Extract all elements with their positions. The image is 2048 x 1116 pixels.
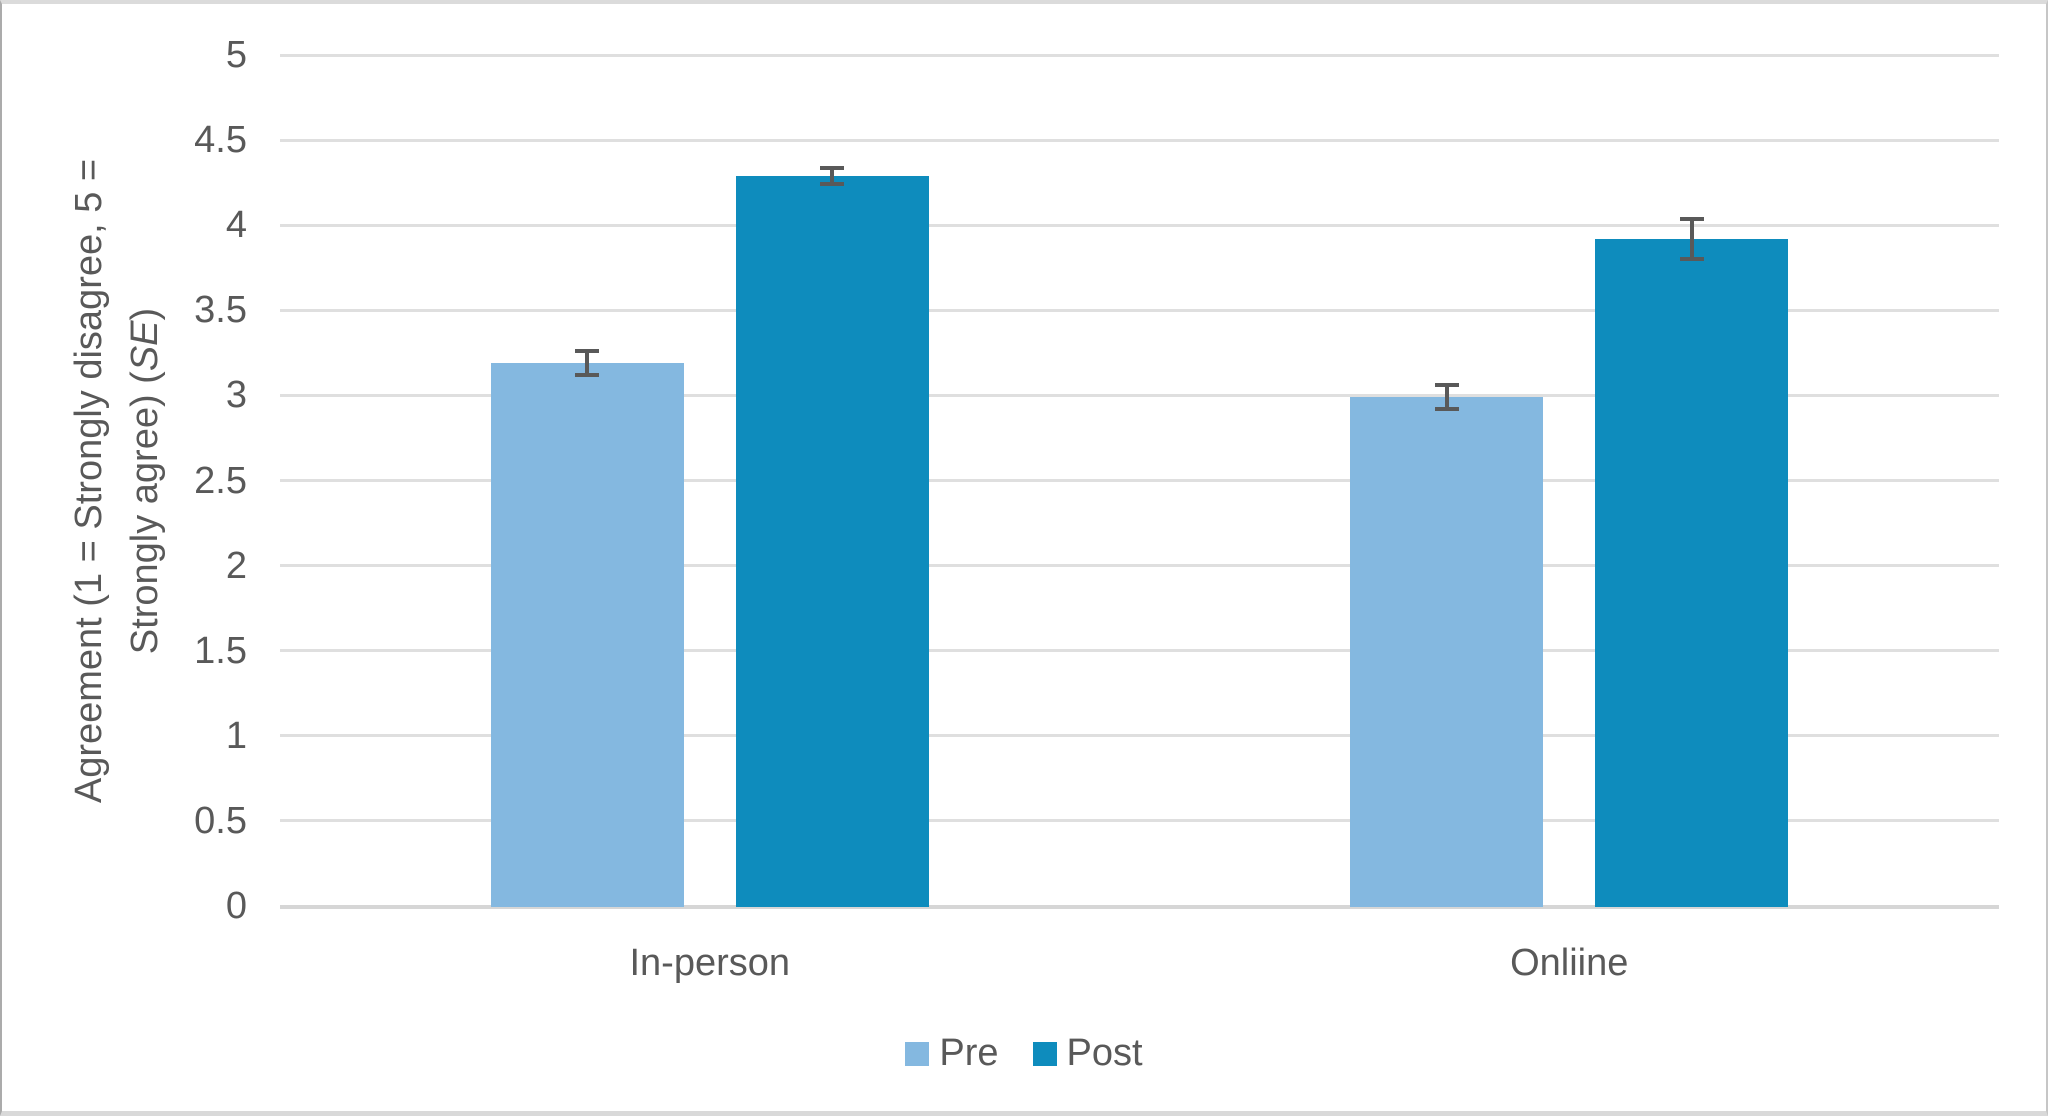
bar-pre-onliine [1350,397,1544,907]
y-tick-label-0: 0 [225,885,247,927]
gridline-5 [280,53,1999,57]
bar-post-onliine [1595,238,1789,907]
y-tick-label-2: 2 [225,544,247,587]
error-bar-pre-onliine [1444,383,1449,411]
y-tick-label-5: 5 [225,34,247,76]
y-tick-label-0.5: 0.5 [194,799,247,842]
error-bar-pre-in-person-lower-cap [575,372,600,377]
y-tick-label-2.5: 2.5 [194,459,247,502]
error-bar-post-in-person-lower-cap [820,182,845,187]
y-tick-label-3: 3 [225,374,247,417]
x-category-label-onliine: Onliine [1510,942,1629,984]
legend-label-post: Post [1066,1032,1143,1074]
y-tick-label-1.5: 1.5 [194,629,247,672]
bar-post-in-person [735,175,929,907]
x-axis-line [280,905,1999,909]
gridline-4.5 [280,138,1999,142]
gridline-1.5 [280,649,1999,653]
gridline-1 [280,734,1999,738]
error-bar-post-in-person-upper-cap [820,165,845,170]
y-tick-label-1: 1 [225,714,247,757]
legend-swatch-post [1032,1041,1057,1066]
gridline-0.5 [280,819,1999,823]
legend: Pre Post [2,1032,2046,1075]
error-bar-post-onliine-upper-cap [1679,216,1704,221]
error-bar-post-in-person [830,165,835,187]
gridline-3 [280,393,1999,397]
legend-swatch-pre [905,1041,930,1066]
y-tick-label-3.5: 3.5 [194,289,247,332]
error-bar-pre-onliine-lower-cap [1434,406,1459,411]
gridline-4 [280,223,1999,227]
legend-label-pre: Pre [939,1032,999,1074]
y-tick-label-4.5: 4.5 [194,119,247,162]
y-tick-label-4: 4 [225,204,247,247]
error-bar-pre-onliine-upper-cap [1434,383,1459,388]
legend-item-pre: Pre [905,1032,999,1075]
error-bar-pre-in-person-upper-cap [575,349,600,354]
error-bar-post-onliine-lower-cap [1679,256,1704,261]
legend-item-post: Post [1032,1032,1143,1075]
error-bar-post-onliine [1689,216,1694,261]
x-category-label-in-person: In-person [629,942,791,984]
gridline-2 [280,564,1999,568]
bar-pre-in-person [490,363,684,907]
error-bar-pre-in-person [585,349,590,377]
gridline-2.5 [280,479,1999,482]
gridline-3.5 [280,308,1999,312]
